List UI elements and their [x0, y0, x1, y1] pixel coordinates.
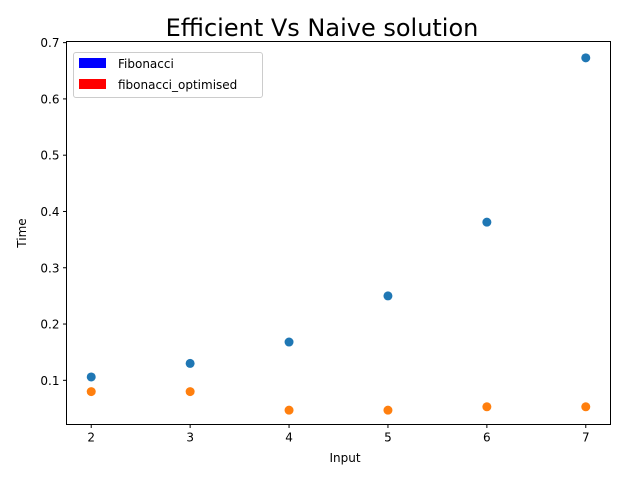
y-tick-label: 0.1 [40, 374, 59, 388]
legend-frame [73, 52, 263, 98]
x-axis-ticks: 2 3 4 5 6 7 [87, 424, 590, 445]
legend-swatch-fibonacci [79, 58, 106, 68]
series-0-point [86, 372, 96, 382]
plot-area-frame [66, 41, 611, 425]
legend-swatch-fibonacci-optimised [79, 79, 106, 89]
series-1-point [284, 405, 294, 415]
y-tick-label: 0.3 [40, 261, 59, 275]
series-0-point [383, 291, 393, 301]
series-1-point [185, 387, 195, 397]
x-tick-label: 5 [384, 431, 392, 445]
series-0-point [581, 53, 591, 63]
legend-label-fibonacci-optimised: fibonacci_optimised [118, 78, 237, 92]
series-0-point [185, 358, 195, 368]
y-tick-label: 0.2 [40, 318, 59, 332]
series-1-point [482, 402, 492, 412]
y-tick-label: 0.6 [40, 92, 59, 106]
y-tick-label: 0.7 [40, 36, 59, 50]
x-axis-label: Input [329, 451, 360, 465]
x-tick-label: 4 [285, 431, 293, 445]
series-1-point [383, 405, 393, 415]
x-tick-label: 2 [87, 431, 95, 445]
series-1-point [86, 387, 96, 397]
chart-title: Efficient Vs Naive solution [166, 14, 479, 42]
series-0-point [284, 337, 294, 347]
series-1-point [581, 402, 591, 412]
y-axis-ticks: 0.1 0.2 0.3 0.4 0.5 0.6 0.7 [40, 36, 67, 388]
series-0-point [482, 217, 492, 227]
x-tick-label: 3 [186, 431, 194, 445]
x-tick-label: 6 [483, 431, 491, 445]
x-tick-label: 7 [582, 431, 590, 445]
y-tick-label: 0.4 [40, 205, 59, 219]
y-tick-label: 0.5 [40, 149, 59, 163]
y-axis-label: Time [15, 218, 29, 248]
legend: Fibonacci fibonacci_optimised [73, 52, 263, 98]
legend-label-fibonacci: Fibonacci [118, 57, 174, 71]
data-points [86, 53, 591, 415]
